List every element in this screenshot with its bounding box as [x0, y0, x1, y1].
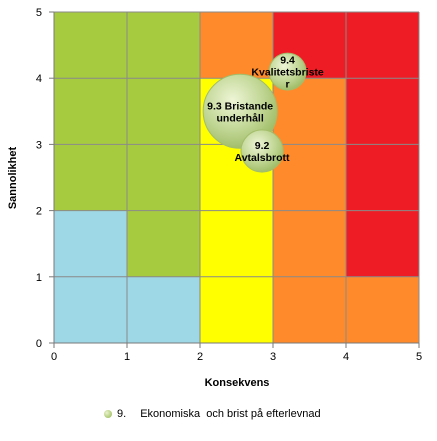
- bubble-label-line: underhåll: [217, 112, 264, 124]
- x-tick-label: 3: [270, 351, 276, 363]
- bubble-label: 9.4 Kvalitetsbriste r: [251, 55, 324, 91]
- risk-cell-red: [346, 210, 419, 277]
- x-axis-label: Konsekvens: [205, 377, 270, 389]
- risk-cell-green: [54, 12, 127, 79]
- risk-cell-blue: [54, 276, 127, 343]
- risk-cell-blue: [54, 210, 127, 277]
- bubbles: 9.3 Bristande underhåll 9.2 Avtalsbrott 9.4 K…: [202, 52, 324, 173]
- y-tick-label: 5: [36, 7, 42, 19]
- legend-bubble-icon: [104, 410, 112, 418]
- bubble-label-line: 9.4: [280, 55, 295, 67]
- y-tick-label: 4: [36, 73, 42, 85]
- axes: 0 1 2 3 4 5 0 1 2 3 4 5: [36, 7, 422, 363]
- y-tick-label: 1: [36, 272, 42, 284]
- risk-cell-blue: [127, 276, 200, 343]
- risk-cell-yellow: [200, 210, 273, 277]
- risk-cell-orange: [346, 276, 419, 343]
- x-tick-label: 5: [416, 351, 422, 363]
- bubble-label: 9.3 Bristande underhåll: [207, 100, 273, 124]
- legend-series-number: 9.: [117, 408, 127, 420]
- risk-cell-red: [346, 144, 419, 211]
- legend-series-label: Ekonomiska och brist på efterlevnad: [140, 408, 321, 420]
- bubble-label: 9.2 Avtalsbrott: [235, 140, 291, 164]
- bubble-point: [268, 52, 307, 91]
- risk-cell-green: [127, 78, 200, 145]
- bubble-label-line: Kvalitetsbriste: [251, 67, 324, 79]
- x-tick-label: 1: [124, 351, 130, 363]
- risk-cell-green: [127, 210, 200, 277]
- risk-cell-orange: [273, 210, 346, 277]
- risk-cell-green: [127, 12, 200, 79]
- risk-cell-red: [346, 12, 419, 79]
- risk-zone-cells: [54, 12, 419, 343]
- x-tick-label: 2: [197, 351, 203, 363]
- risk-cell-green: [54, 144, 127, 211]
- bubble-label-line: 9.3 Bristande: [207, 100, 273, 112]
- x-tick-label: 0: [51, 351, 57, 363]
- y-axis-label: Sannolikhet: [7, 146, 19, 209]
- risk-cell-red: [346, 78, 419, 145]
- y-tick-label: 3: [36, 139, 42, 151]
- risk-cell-orange: [273, 144, 346, 211]
- y-tick-label: 2: [36, 206, 42, 218]
- legend: 9. Ekonomiska och brist på efterlevnad: [104, 408, 321, 420]
- y-tick-label: 0: [36, 338, 42, 350]
- risk-cell-green: [127, 144, 200, 211]
- risk-cell-orange: [200, 12, 273, 79]
- bubble-label-line: r: [286, 79, 290, 91]
- bubble-label-line: 9.2: [255, 140, 270, 152]
- bubble-label-line: Avtalsbrott: [235, 152, 291, 164]
- risk-cell-orange: [273, 276, 346, 343]
- bubble-point: [240, 129, 284, 173]
- risk-cell-yellow: [200, 276, 273, 343]
- risk-cell-green: [54, 78, 127, 145]
- x-tick-label: 4: [343, 351, 349, 363]
